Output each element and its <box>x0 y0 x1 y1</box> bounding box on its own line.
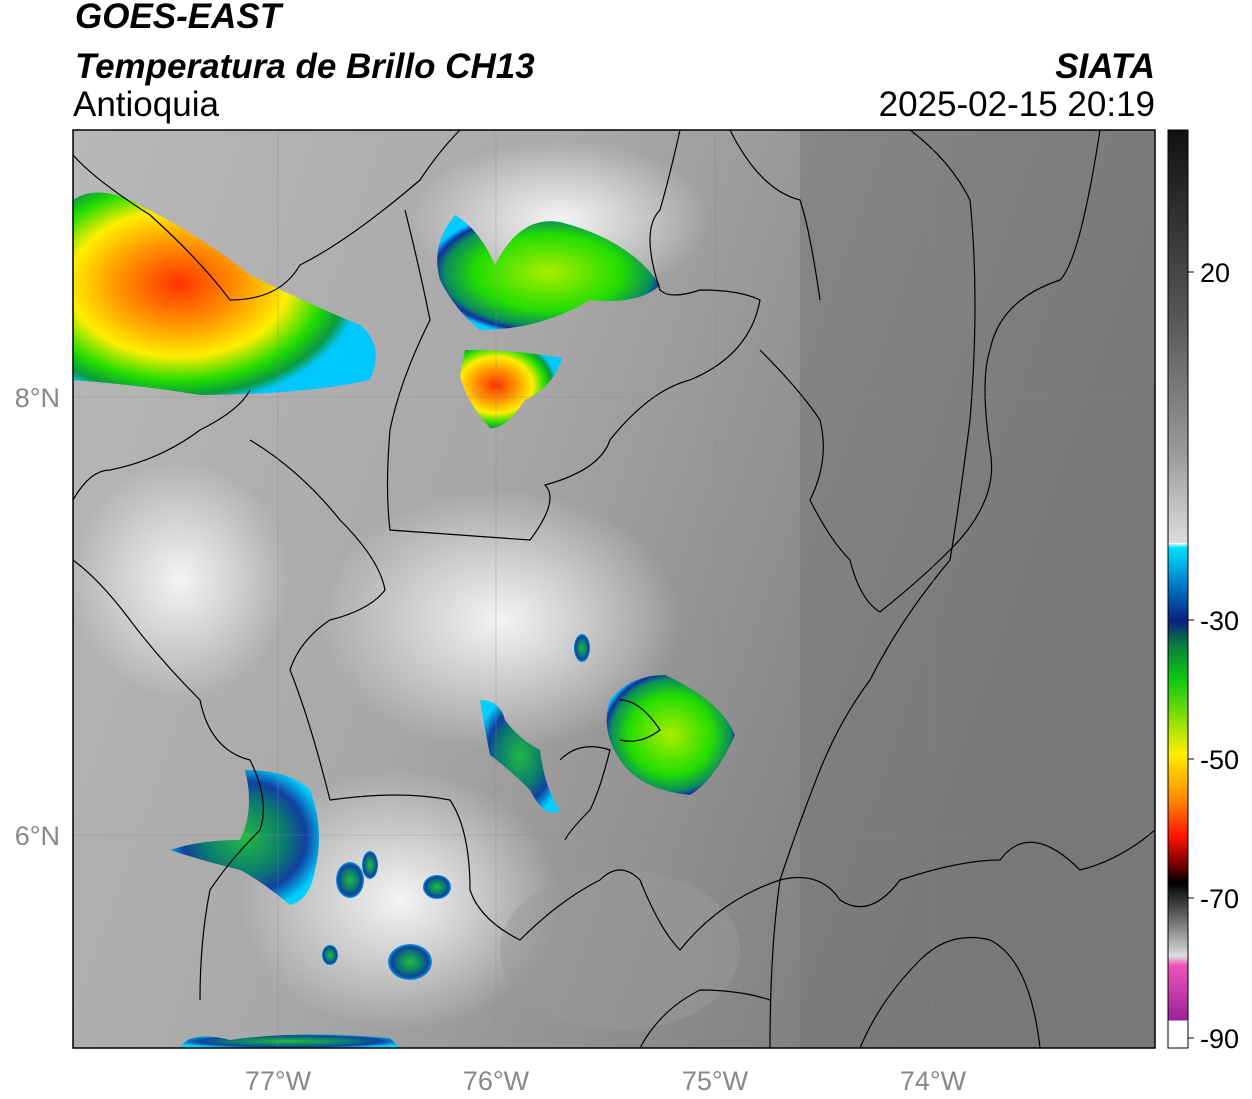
colorbar-label: -50 <box>1200 745 1239 775</box>
colorbar <box>1167 129 1189 1049</box>
lat-label: 8°N <box>15 383 60 413</box>
colorbar-label: -90 <box>1200 1024 1239 1054</box>
map-image <box>73 130 1155 1048</box>
datetime-label: 2025-02-15 20:19 <box>879 85 1155 124</box>
lon-label: 74°W <box>900 1066 967 1096</box>
colorbar-ticks: 20 -30 -50 -70 -90 <box>1188 258 1239 1054</box>
lon-label: 75°W <box>682 1066 749 1096</box>
source-label: SIATA <box>1055 47 1155 86</box>
product-title: Temperatura de Brillo CH13 <box>75 47 535 86</box>
lon-label: 76°W <box>463 1066 530 1096</box>
region-label: Antioquia <box>73 85 219 124</box>
colorbar-label: -30 <box>1200 606 1239 636</box>
colorbar-label: -70 <box>1200 884 1239 914</box>
lat-label: 6°N <box>15 821 60 851</box>
lat-labels: 8°N 6°N <box>15 383 60 851</box>
colorbar-label: 20 <box>1200 258 1230 288</box>
lon-labels: 77°W 76°W 75°W 74°W <box>245 1066 967 1096</box>
lon-label: 77°W <box>245 1066 312 1096</box>
map-frame <box>72 129 1156 1049</box>
satellite-title: GOES-EAST <box>75 0 284 36</box>
